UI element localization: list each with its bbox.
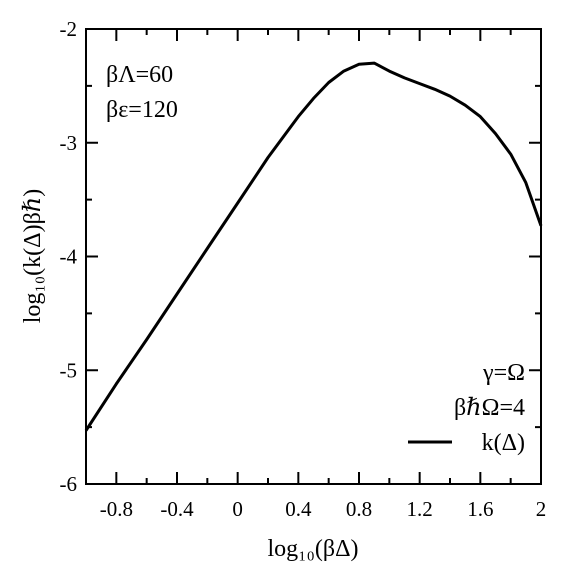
x-tick-label: -0.4 xyxy=(160,497,194,521)
x-tick-label: 2 xyxy=(536,497,547,521)
legend: k(Δ) xyxy=(408,430,525,456)
x-tick-label: -0.8 xyxy=(100,497,133,521)
y-axis-title: log₁₀(k(Δ)βℏ) xyxy=(20,189,46,323)
axis-ticks xyxy=(85,28,542,485)
x-tick-label: 0.8 xyxy=(346,497,372,521)
x-tick-label: 1.6 xyxy=(467,497,493,521)
annotation-beta-hbar-omega: βℏΩ=4 xyxy=(454,395,525,421)
x-tick-label: 0 xyxy=(232,497,243,521)
x-tick-label: 1.2 xyxy=(407,497,433,521)
x-tick-label: 0.4 xyxy=(285,497,312,521)
annotation-beta-epsilon: βε=120 xyxy=(106,97,178,123)
annotation-beta-lambda: βΛ=60 xyxy=(106,62,173,88)
axis-tick-labels: -0.8 -0.4 0 0.4 0.8 1.2 1.6 2 -6 -5 -4 -3 -2 xyxy=(60,17,547,521)
y-tick-label: -4 xyxy=(60,245,78,269)
x-axis-title: log₁₀(βΔ) xyxy=(267,536,358,562)
series-line xyxy=(84,61,543,432)
legend-label: k(Δ) xyxy=(482,430,525,456)
y-tick-label: -5 xyxy=(60,358,78,382)
y-tick-label: -3 xyxy=(60,131,78,155)
y-tick-label: -6 xyxy=(60,472,78,496)
annotation-gamma: γ=Ω xyxy=(482,360,525,386)
y-tick-label: -2 xyxy=(60,17,78,41)
